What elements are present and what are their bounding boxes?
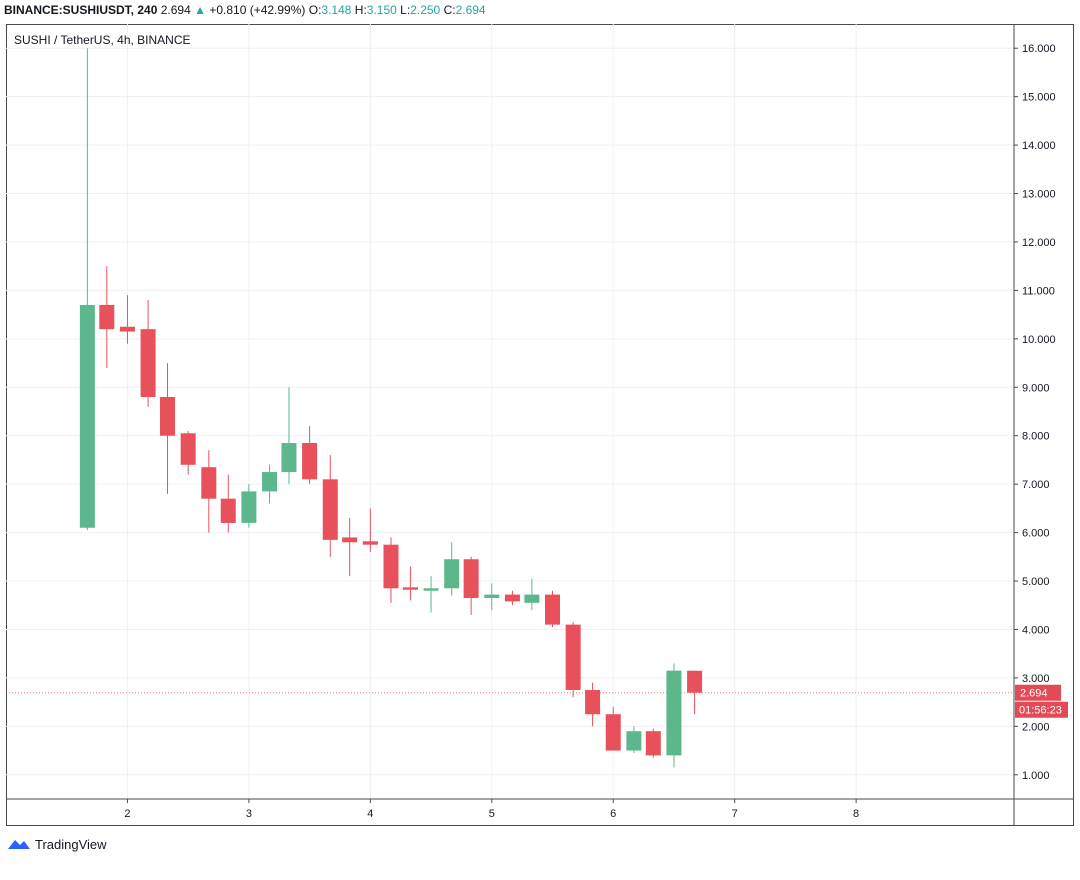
brand-name: TradingView — [35, 836, 107, 852]
candle-body — [423, 588, 439, 591]
high-label: H: — [354, 3, 367, 17]
candle-body — [99, 304, 115, 330]
candle-body — [484, 594, 500, 598]
y-tick-label: 11.000 — [1022, 285, 1055, 297]
y-tick-label: 13.000 — [1022, 189, 1056, 201]
price-chart[interactable]: 1.000 2.000 3.000 4.000 5.000 6.000 7.000 8.000… — [6, 24, 1074, 826]
symbol-label: BINANCE:SUSHIUSDT, 240 — [4, 3, 158, 17]
y-tick-label: 3.000 — [1022, 673, 1050, 685]
y-tick-label: 5.000 — [1022, 576, 1050, 588]
tradingview-brand[interactable]: TradingView — [7, 834, 107, 854]
y-tick-label: 10.000 — [1022, 334, 1056, 346]
candle-body — [605, 714, 621, 751]
close-label: C: — [443, 3, 456, 17]
candle-body — [444, 559, 460, 589]
x-tick-label: 3 — [246, 808, 252, 820]
low-label: L: — [400, 3, 411, 17]
candle-body — [342, 537, 358, 543]
grid — [6, 24, 1014, 799]
y-tick-label: 8.000 — [1022, 431, 1050, 443]
candle-body — [362, 541, 378, 545]
y-tick-label: 4.000 — [1022, 624, 1050, 636]
candle-body — [262, 472, 278, 492]
tradingview-logo-icon — [8, 840, 30, 849]
countdown-tag-label: 01:56:23 — [1019, 705, 1062, 717]
price-change: +0.810 (+42.99%) — [209, 3, 306, 17]
candle-body — [545, 594, 561, 625]
candle-body — [79, 304, 95, 528]
candle-body — [241, 491, 257, 523]
candle-body — [220, 498, 236, 523]
y-tick-label: 6.000 — [1022, 528, 1050, 540]
x-tick-label: 6 — [610, 808, 616, 820]
candle-body — [302, 442, 318, 480]
candle-body — [322, 479, 338, 540]
y-tick-label: 7.000 — [1022, 479, 1050, 491]
candle-body — [626, 731, 642, 751]
candle-body — [565, 624, 581, 691]
up-arrow-icon: ▲ — [194, 3, 206, 17]
countdown-tag — [1015, 701, 1068, 718]
candle-body — [281, 442, 297, 473]
y-tick-label: 9.000 — [1022, 382, 1050, 394]
last-price: 2.694 — [160, 3, 191, 17]
open-value: 3.148 — [321, 3, 352, 17]
y-tick-label: 14.000 — [1022, 140, 1056, 152]
y-tick-label: 1.000 — [1022, 770, 1050, 782]
candle-body — [160, 396, 176, 436]
chart-frame[interactable] — [6, 24, 1074, 826]
candle-body — [585, 690, 601, 715]
x-tick-label: 2 — [124, 808, 130, 820]
candle-body — [666, 670, 682, 756]
low-value: 2.250 — [410, 3, 441, 17]
candles — [79, 48, 703, 768]
chart-title: SUSHI / TetherUS, 4h, BINANCE — [14, 33, 191, 47]
candle-body — [383, 544, 399, 589]
candle-body — [119, 326, 135, 332]
y-tick-label: 15.000 — [1022, 92, 1056, 104]
y-tick-label: 2.000 — [1022, 721, 1050, 733]
candle-body — [140, 329, 156, 397]
candle-body — [463, 559, 479, 598]
last-price-tag-label: 2.694 — [1020, 688, 1048, 700]
x-tick-label: 7 — [732, 808, 738, 820]
symbol-header: BINANCE:SUSHIUSDT, 240 2.694 ▲ +0.810 (+… — [4, 2, 486, 18]
y-tick-label: 12.000 — [1022, 237, 1056, 249]
x-tick-label: 8 — [853, 808, 859, 820]
last-price-tag — [1015, 684, 1061, 701]
y-tick-label: 16.000 — [1022, 43, 1056, 55]
candle-body — [687, 670, 703, 693]
candle-body — [645, 731, 661, 756]
x-tick-label: 5 — [489, 808, 495, 820]
candle-body — [402, 587, 418, 590]
axes: 1.000 2.000 3.000 4.000 5.000 6.000 7.000 8.000… — [6, 24, 1074, 826]
x-tick-label: 4 — [367, 808, 373, 820]
close-value: 2.694 — [455, 3, 486, 17]
candle-body — [524, 594, 540, 603]
candle-body — [504, 594, 520, 602]
high-value: 3.150 — [366, 3, 397, 17]
open-label: O: — [308, 3, 322, 17]
candle-body — [201, 467, 217, 499]
candle-body — [180, 433, 196, 465]
